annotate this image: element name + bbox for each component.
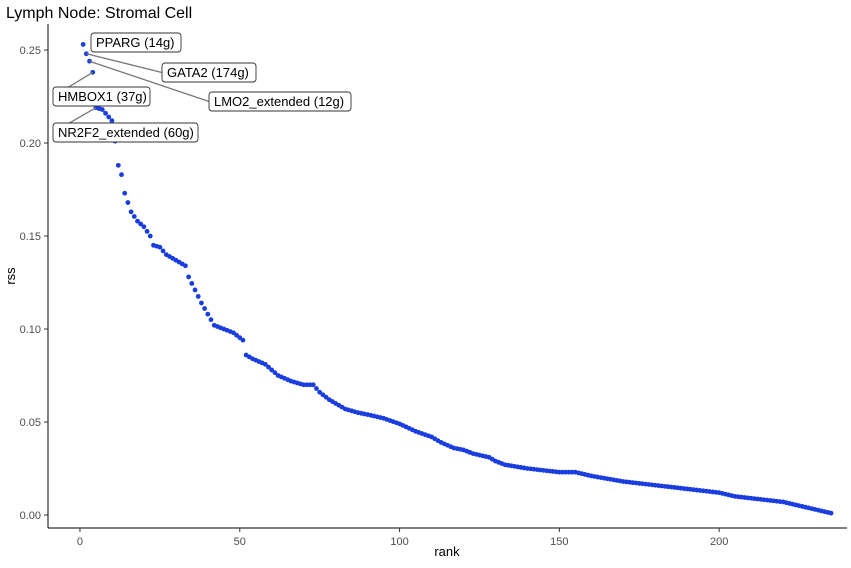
annotation-box — [90, 32, 182, 53]
data-point — [99, 107, 105, 112]
data-point — [202, 306, 208, 311]
annotation-text: PPARG (14g) — [96, 35, 175, 50]
data-point — [157, 244, 163, 250]
annotation-text: HMBOX1 (37g) — [58, 89, 147, 104]
y-axis-title: rss — [3, 267, 18, 285]
annotation-text: NR2F2_extended (60g) — [58, 125, 194, 140]
y-tick-label: 0.00 — [20, 510, 41, 522]
data-point — [141, 224, 147, 230]
data-point — [828, 510, 834, 516]
data-point — [240, 337, 246, 343]
annotation-label: GATA2 (174g) — [161, 62, 257, 83]
annotation-label: LMO2_extended (12g) — [208, 91, 352, 112]
data-point — [262, 361, 268, 367]
data-point — [192, 287, 198, 293]
annotation-text: LMO2_extended (12g) — [214, 94, 344, 109]
data-point — [106, 114, 112, 120]
data-point — [266, 364, 271, 370]
data-point — [138, 221, 144, 227]
data-point — [80, 42, 86, 47]
data-point — [160, 248, 166, 254]
data-point — [122, 190, 128, 196]
data-point — [189, 281, 195, 286]
data-point — [272, 370, 278, 376]
data-point — [103, 110, 108, 116]
data-point — [199, 300, 204, 306]
annotation-box — [208, 91, 352, 112]
axes — [47, 24, 847, 529]
data-point — [119, 172, 124, 178]
data-point — [195, 294, 201, 299]
data-point — [147, 233, 153, 239]
data-point — [310, 382, 316, 388]
annotation-label: HMBOX1 (37g) — [52, 86, 151, 107]
x-ticks: 0 50 100 150 200 — [77, 528, 728, 548]
chart-title: Lymph Node: Stromal Cell — [6, 5, 192, 22]
data-point — [314, 386, 319, 391]
annotation-box — [161, 62, 257, 83]
annotation-labels: PPARG (14g) GATA2 (174g) LMO2_extended (12… — [52, 32, 352, 143]
data-point — [135, 218, 140, 224]
data-point — [205, 311, 211, 317]
data-point — [186, 274, 192, 280]
annotation-box — [52, 86, 151, 107]
data-point — [83, 51, 89, 57]
x-tick-label: 200 — [710, 536, 728, 548]
y-tick-label: 0.10 — [20, 324, 41, 336]
annotation-box — [52, 122, 199, 143]
data-point — [131, 214, 137, 219]
data-point — [269, 367, 275, 373]
data-point — [115, 162, 121, 168]
data-point — [128, 209, 134, 215]
data-point — [125, 200, 131, 205]
x-tick-label: 50 — [234, 536, 246, 548]
x-tick-label: 0 — [77, 536, 83, 548]
y-tick-label: 0.15 — [20, 231, 41, 243]
x-tick-label: 100 — [390, 536, 408, 548]
y-tick-label: 0.25 — [20, 45, 41, 57]
y-tick-label: 0.05 — [20, 417, 41, 429]
y-ticks: 0.00 0.05 0.10 0.15 0.20 0.25 — [20, 45, 48, 522]
data-point — [208, 317, 214, 323]
annotation-leader-line — [89, 60, 210, 103]
annotation-label: PPARG (14g) — [90, 32, 182, 53]
annotation-text: GATA2 (174g) — [167, 65, 249, 80]
annotation-label: NR2F2_extended (60g) — [52, 122, 199, 143]
annotation-leader-line — [86, 53, 163, 74]
data-point — [109, 118, 115, 124]
data-point — [144, 228, 150, 234]
data-point — [183, 263, 188, 269]
points-layer — [80, 42, 834, 516]
y-tick-label: 0.20 — [20, 138, 41, 150]
x-tick-label: 150 — [550, 536, 568, 548]
x-axis-title: rank — [434, 544, 460, 559]
